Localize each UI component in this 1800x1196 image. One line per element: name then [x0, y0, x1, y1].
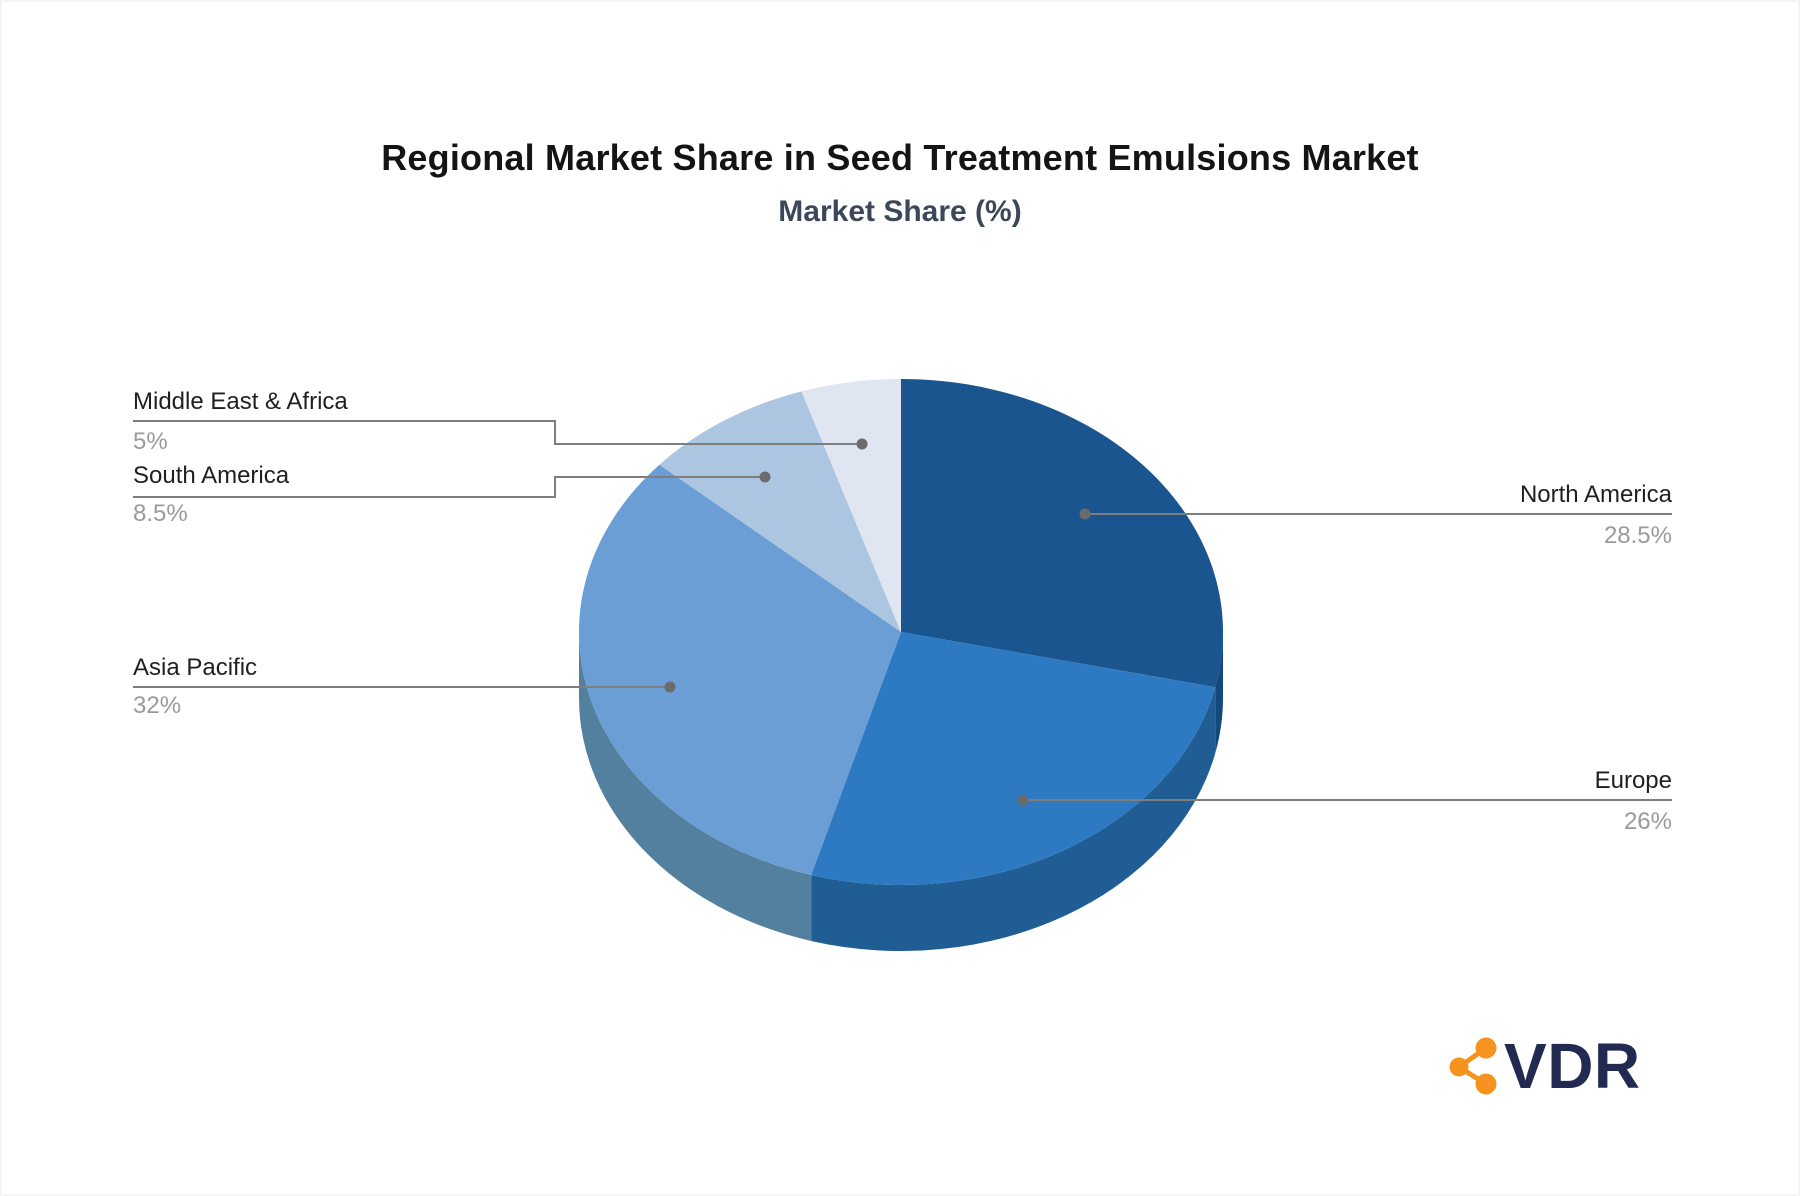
pie-slice-south-america[interactable]: [659, 391, 901, 632]
icon-node: [1449, 1057, 1469, 1077]
pie-slice-asia-pacific[interactable]: [579, 464, 901, 875]
callout-asia-pacific: Asia Pacific 32%: [133, 654, 563, 719]
chart-subtitle: Market Share (%): [778, 195, 1022, 228]
callout-north-america: North America 28.5%: [1242, 481, 1672, 549]
callout-south-america: South America 8.5%: [133, 462, 563, 527]
callout-value: 5%: [133, 427, 168, 455]
leader-line: [133, 476, 765, 498]
pie-slice-side-asia-pacific: [579, 632, 812, 941]
callout-value: 32%: [133, 691, 182, 719]
leader-dot: [664, 681, 676, 693]
callout-label: Asia Pacific: [133, 654, 258, 681]
icon-node: [1475, 1073, 1497, 1095]
pie-slice-side-europe: [811, 687, 1216, 951]
vdr-logo-text: VDR: [1504, 1030, 1641, 1102]
callout-label: Middle East & Africa: [133, 388, 348, 415]
leader-dot: [759, 471, 771, 483]
chart-title: Regional Market Share in Seed Treatment …: [381, 137, 1419, 178]
callout-europe: Europe 26%: [1242, 767, 1672, 835]
callout-label: North America: [1519, 481, 1672, 508]
callout-value: 26%: [1623, 807, 1672, 835]
pie-slice-europe[interactable]: [811, 632, 1216, 885]
icon-node: [1475, 1037, 1497, 1059]
callout-label: South America: [133, 462, 290, 489]
leader-dot: [1017, 794, 1029, 806]
leader-dot: [856, 438, 868, 450]
callout-value: 28.5%: [1603, 521, 1672, 549]
vdr-logo: VDR: [1447, 1034, 1641, 1098]
callout-middle-east-africa: Middle East & Africa 5%: [133, 388, 563, 455]
leader-dot: [1079, 508, 1091, 520]
share-network-icon: [1449, 1037, 1497, 1095]
callout-label: Europe: [1594, 767, 1672, 794]
callout-value: 8.5%: [133, 499, 188, 527]
pie-slice-side-north-america: [1215, 632, 1223, 754]
pie-slice-middle-east-africa[interactable]: [801, 379, 902, 632]
leader-line: [133, 420, 862, 445]
pie-slice-north-america[interactable]: [901, 379, 1224, 688]
